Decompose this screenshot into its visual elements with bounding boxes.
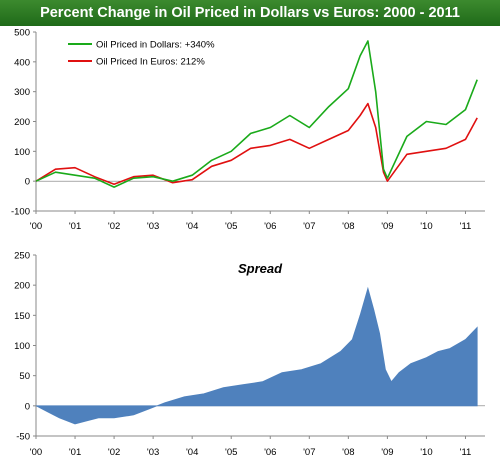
spread-chart-title: Spread xyxy=(238,261,283,276)
y-tick-label: 500 xyxy=(14,28,30,39)
x-tick-label: '03 xyxy=(147,221,159,232)
spread-area xyxy=(35,286,478,425)
x-tick-label: '11 xyxy=(460,447,472,458)
x-tick-label: '08 xyxy=(342,447,354,458)
x-tick-label: '10 xyxy=(420,221,432,232)
x-tick-label: '10 xyxy=(420,447,432,458)
x-tick-label: '02 xyxy=(108,447,120,458)
chart-title: Percent Change in Oil Priced in Dollars … xyxy=(40,5,460,21)
y-tick-label: 300 xyxy=(14,87,30,98)
x-tick-label: '06 xyxy=(264,221,276,232)
y-tick-label: 200 xyxy=(14,117,30,128)
x-tick-label: '00 xyxy=(30,447,42,458)
legend-label: Oil Priced in Dollars: +340% xyxy=(96,40,215,51)
x-tick-label: '00 xyxy=(30,221,42,232)
legend-label: Oil Priced In Euros: 212% xyxy=(96,57,205,68)
y-tick-label: -50 xyxy=(16,432,30,443)
x-tick-label: '11 xyxy=(460,221,472,232)
y-tick-label: 250 xyxy=(14,251,30,262)
x-tick-label: '04 xyxy=(186,447,198,458)
y-tick-label: -100 xyxy=(11,207,30,218)
chart-canvas: -1000100200300400500'00'01'02'03'04'05'0… xyxy=(11,28,485,458)
x-tick-label: '01 xyxy=(69,221,81,232)
x-tick-label: '09 xyxy=(381,447,393,458)
x-tick-label: '08 xyxy=(342,221,354,232)
series-line xyxy=(35,102,478,185)
y-tick-label: 400 xyxy=(14,57,30,68)
x-tick-label: '07 xyxy=(303,221,315,232)
y-tick-label: 0 xyxy=(25,401,30,412)
x-tick-label: '02 xyxy=(108,221,120,232)
x-tick-label: '03 xyxy=(147,447,159,458)
y-tick-label: 150 xyxy=(14,311,30,322)
chart-title-banner: Percent Change in Oil Priced in Dollars … xyxy=(0,0,500,26)
x-tick-label: '06 xyxy=(264,447,276,458)
y-tick-label: 100 xyxy=(14,341,30,352)
x-tick-label: '04 xyxy=(186,221,198,232)
y-tick-label: 100 xyxy=(14,147,30,158)
y-tick-label: 0 xyxy=(25,177,30,188)
x-tick-label: '09 xyxy=(381,221,393,232)
y-tick-label: 50 xyxy=(19,371,30,382)
x-tick-label: '01 xyxy=(69,447,81,458)
y-tick-label: 200 xyxy=(14,281,30,292)
x-tick-label: '05 xyxy=(225,447,237,458)
x-tick-label: '07 xyxy=(303,447,315,458)
x-tick-label: '05 xyxy=(225,221,237,232)
series-line xyxy=(35,40,478,188)
